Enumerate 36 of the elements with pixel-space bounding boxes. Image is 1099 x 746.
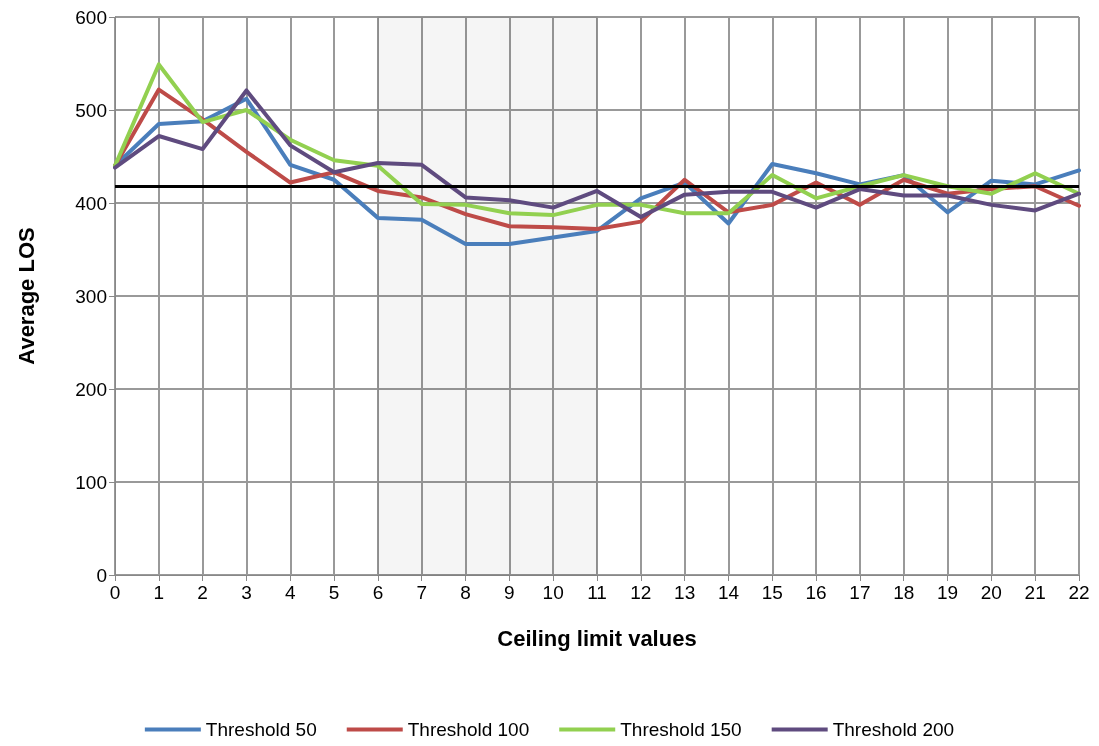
y-tick-label: 0 [96, 564, 107, 586]
y-tick-label: 100 [75, 471, 107, 493]
x-tick-label: 6 [372, 582, 384, 603]
y-tick-label: 600 [75, 6, 107, 28]
x-tick-label: 22 [1068, 582, 1090, 603]
x-tick-label: 16 [805, 582, 827, 603]
x-tick-label: 21 [1024, 582, 1046, 603]
y-tick-label: 300 [75, 285, 107, 307]
x-tick-label: 1 [153, 582, 165, 603]
y-tick-label: 400 [75, 192, 107, 214]
x-tick-label: 2 [197, 582, 208, 603]
y-axis-title: Average LOS [13, 227, 39, 365]
x-tick-label: 15 [761, 582, 783, 603]
x-tick-label: 10 [542, 582, 564, 603]
x-tick-label: 8 [460, 582, 471, 603]
x-tick-label: 5 [328, 582, 340, 603]
x-tick-label: 13 [674, 582, 696, 603]
x-tick-label: 17 [849, 582, 871, 603]
legend-label: Threshold 200 [832, 719, 955, 740]
x-tick-label: 14 [717, 582, 740, 603]
legend-label: Threshold 50 [205, 719, 317, 740]
x-tick-label: 7 [416, 582, 428, 603]
y-tick-label: 500 [75, 99, 107, 121]
x-tick-label: 20 [980, 582, 1002, 603]
x-axis-title: Ceiling limit values [497, 625, 697, 651]
y-tick-label: 200 [75, 378, 107, 400]
legend-label: Threshold 100 [407, 719, 530, 740]
x-tick-label: 19 [936, 582, 959, 603]
x-tick-label: 18 [893, 582, 915, 603]
x-tick-label: 11 [587, 582, 607, 603]
x-tick-label: 9 [504, 582, 515, 603]
x-tick-label: 4 [284, 582, 296, 603]
x-tick-label: 0 [109, 582, 121, 603]
x-tick-label: 12 [630, 582, 652, 603]
x-tick-label: 3 [241, 582, 252, 603]
legend-label: Threshold 150 [620, 719, 742, 740]
